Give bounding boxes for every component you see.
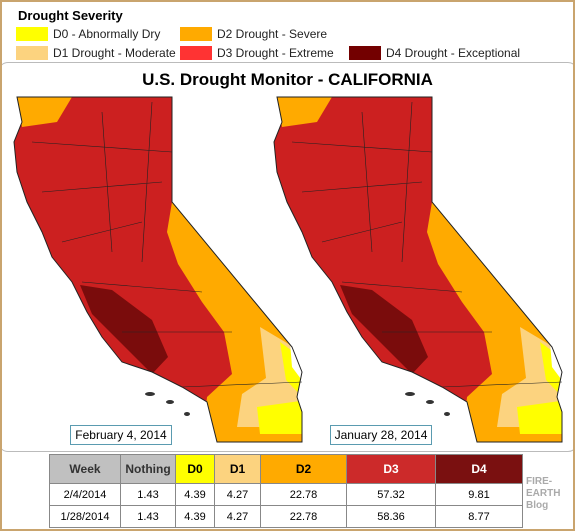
table-cell: 1/28/2014 xyxy=(49,505,121,528)
header-cell: D2 xyxy=(260,454,347,484)
header-cell: D4 xyxy=(435,454,523,484)
legend-title: Drought Severity xyxy=(18,8,123,23)
watermark: FIRE- EARTH Blog xyxy=(526,476,560,512)
header-cell: Week xyxy=(49,454,121,484)
legend-label: D4 Drought - Exceptional xyxy=(386,46,521,60)
header-cell: D0 xyxy=(175,454,215,484)
legend-swatch xyxy=(180,46,212,60)
legend-label: D3 Drought - Extreme xyxy=(217,46,334,60)
table-cell: 22.78 xyxy=(260,483,347,506)
table-cell: 4.39 xyxy=(175,505,215,528)
legend-swatch xyxy=(16,27,48,41)
stats-table: Week Nothing D0 D1 D2 D3 D4 2/4/2014 1.43 4.39 4.2… xyxy=(49,454,523,528)
legend-label: D0 - Abnormally Dry xyxy=(53,27,161,41)
map-title: U.S. Drought Monitor - CALIFORNIA xyxy=(142,70,433,89)
map-left xyxy=(2,82,322,452)
table-cell: 4.39 xyxy=(175,483,215,506)
watermark-line: FIRE- xyxy=(526,476,553,487)
legend-label: D2 Drought - Severe xyxy=(217,27,328,41)
legend-label: D1 Drought - Moderate xyxy=(53,46,176,60)
table-cell: 9.81 xyxy=(435,483,523,506)
table-cell: 57.32 xyxy=(346,483,436,506)
table-cell: 1.43 xyxy=(120,505,176,528)
table-row: 1/28/2014 1.43 4.39 4.27 22.78 58.36 8.77 xyxy=(49,505,523,528)
legend-swatch xyxy=(180,27,212,41)
table-cell: 4.27 xyxy=(214,505,261,528)
table-row: 2/4/2014 1.43 4.39 4.27 22.78 57.32 9.81 xyxy=(49,483,523,506)
table-cell: 8.77 xyxy=(435,505,523,528)
table-cell: 22.78 xyxy=(260,505,347,528)
header-cell: D3 xyxy=(346,454,436,484)
table-cell: 2/4/2014 xyxy=(49,483,121,506)
map-date: January 28, 2014 xyxy=(330,425,432,445)
header-row: Week Nothing D0 D1 D2 D3 D4 xyxy=(49,454,523,484)
watermark-line: Blog xyxy=(526,500,549,511)
table-cell: 58.36 xyxy=(346,505,436,528)
legend-swatch xyxy=(349,46,381,60)
table-cell: 1.43 xyxy=(120,483,176,506)
watermark-line: EARTH xyxy=(526,488,561,499)
header-cell: Nothing xyxy=(120,454,176,484)
table-cell: 4.27 xyxy=(214,483,261,506)
legend-swatch xyxy=(16,46,48,60)
header-cell: D1 xyxy=(214,454,261,484)
map-right xyxy=(262,82,573,452)
map-date: February 4, 2014 xyxy=(70,425,172,445)
